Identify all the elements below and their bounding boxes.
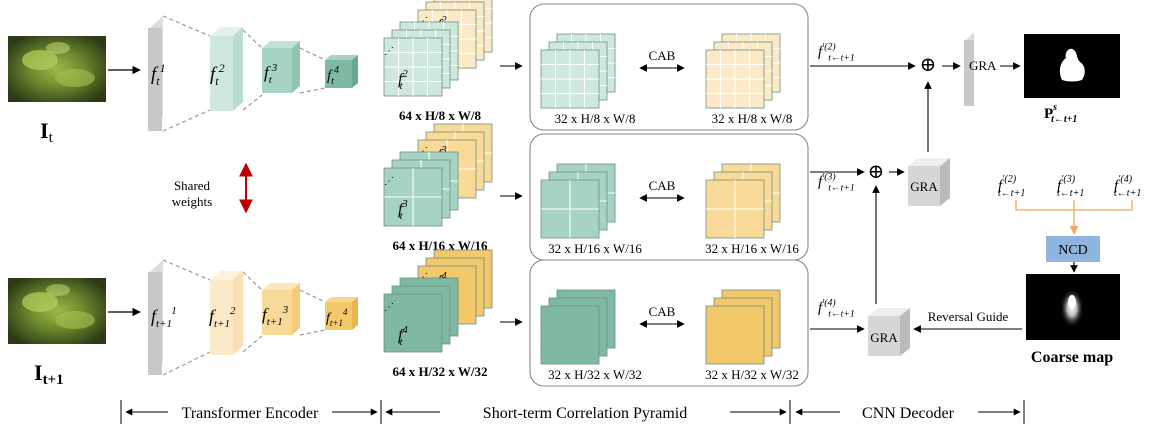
- pyr-cab-box-2: [529, 3, 809, 131]
- footer-decoder-label: CNN Decoder: [862, 405, 955, 422]
- footer-encoder-label: Transformer Encoder: [182, 405, 319, 422]
- feat-top-1: ft1: [151, 61, 166, 88]
- gra-label-top: GRA: [969, 58, 997, 73]
- pyr-right-dim-2: 32 x H/8 x W/8: [712, 111, 793, 126]
- pyr-dim-label-2: 64 x H/8 x W/8: [399, 108, 482, 123]
- pyr-right-stack-4: [705, 289, 781, 365]
- pyr-right-stack-2: [705, 33, 781, 109]
- prediction-map: [1024, 34, 1120, 98]
- pyr-dim-label-3: 64 x H/16 x W/16: [392, 238, 488, 253]
- shared-weights-line1: Shared: [174, 178, 211, 193]
- ncd-input-3: f′(3) t←t+1: [1057, 174, 1084, 199]
- ncd-input-4: f′(4) t←t+1: [1114, 174, 1141, 199]
- pyr-cab-box-4: [529, 259, 809, 387]
- feat-bot-1: ft+11: [151, 305, 177, 330]
- pyr-ellipsis-front-2: ⋰: [384, 46, 394, 57]
- pyr-out-label-4: f′(4) t←t+1: [818, 297, 855, 319]
- reversal-guide-label: Reversal Guide: [928, 309, 1009, 324]
- pyr-left-stack-4: [540, 289, 616, 365]
- pyr-cab-label-2: CAB: [649, 48, 676, 63]
- pyr-cab-label-4: CAB: [649, 304, 676, 319]
- pyr-front-stack-3: [383, 151, 459, 227]
- feat-bot-2: ft+12: [209, 305, 236, 330]
- gra-block-mid: [908, 158, 950, 206]
- pyr-right-dim-4: 32 x H/32 x W/32: [705, 367, 799, 382]
- pyr-right-dim-3: 32 x H/16 x W/16: [705, 241, 799, 256]
- feat-bot-4: ft+14: [326, 307, 348, 328]
- pyr-ellipsis-back-2: ⋰: [418, 16, 428, 27]
- input-label-t1: It+1: [34, 360, 64, 388]
- pyr-out-label-2: f′(2) t←t+1: [818, 41, 855, 63]
- ncd-label: NCD: [1058, 243, 1088, 258]
- pyr-front-label-3: f3 t: [398, 199, 408, 222]
- prediction-label: Ps t←t+1: [1044, 102, 1077, 125]
- pyr-ellipsis-front-4: ⋰: [384, 302, 394, 313]
- pyr-front-stack-2: [383, 21, 459, 97]
- feat-top-4: ft4: [327, 65, 339, 87]
- pyr-cab-label-3: CAB: [649, 178, 676, 193]
- plus-node-top: ⊕: [920, 54, 937, 76]
- footer-pyramid-label: Short-term Correlation Pyramid: [483, 405, 687, 422]
- footer: [120, 400, 1025, 424]
- coarse-map-label: Coarse map: [1031, 349, 1113, 366]
- pyr-left-dim-2: 32 x H/8 x W/8: [555, 111, 636, 126]
- input-frame-t: [8, 36, 106, 102]
- feat-top-3: ft3: [264, 62, 278, 86]
- pyr-ellipsis-back-3: ⋰: [418, 146, 428, 157]
- ncd-block: [1046, 236, 1100, 262]
- pyr-dim-label-4: 64 x H/32 x W/32: [392, 364, 487, 379]
- ncd-input-2: f′(2) t←t+1: [998, 174, 1025, 199]
- feat-top-2: ft2: [210, 61, 225, 88]
- pyr-front-stack-4: [383, 277, 459, 353]
- encoder-bottom: [148, 259, 358, 376]
- input-frame-t1: [8, 278, 106, 344]
- gra-block-top: [964, 32, 974, 106]
- pyr-left-stack-3: [540, 163, 616, 239]
- pyr-right-stack-3: [705, 163, 781, 239]
- pyr-out-label-3: f′(3) t←t+1: [818, 171, 855, 193]
- pyr-ellipsis-front-3: ⋰: [384, 176, 394, 187]
- pyr-left-dim-3: 32 x H/16 x W/16: [548, 241, 642, 256]
- feat-bot-3: ft+13: [262, 304, 289, 328]
- gra-label-mid: GRA: [910, 179, 938, 194]
- encoder-top: [148, 15, 358, 132]
- coarse-map: [1026, 274, 1120, 340]
- pyr-front-label-2: f2 t: [398, 69, 408, 92]
- ncd-input-bracket: [1015, 200, 1133, 235]
- pyr-front-label-4: f4 t: [398, 325, 408, 348]
- pyr-ellipsis-back-4: ⋰: [418, 272, 428, 283]
- pyr-left-stack-2: [540, 33, 616, 109]
- gra-label-bottom: GRA: [870, 330, 898, 345]
- pyr-left-dim-4: 32 x H/32 x W/32: [548, 367, 642, 382]
- plus-node-mid: ⊕: [868, 161, 885, 183]
- gra-block-bottom: [868, 308, 910, 356]
- shared-weights-line2: weights: [172, 194, 212, 209]
- input-label-t: It: [40, 118, 54, 146]
